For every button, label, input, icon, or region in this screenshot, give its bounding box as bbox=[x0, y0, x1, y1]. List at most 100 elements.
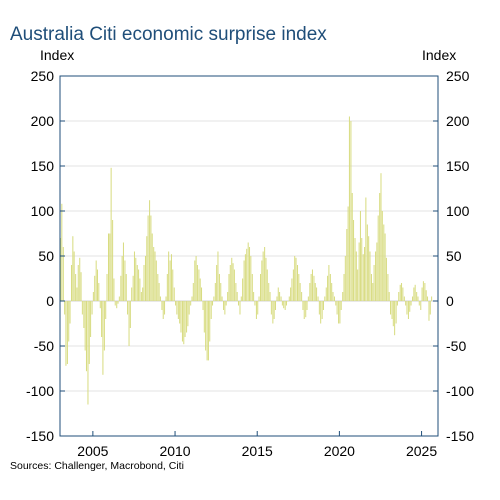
bar bbox=[299, 283, 301, 301]
bar bbox=[388, 292, 390, 301]
bar bbox=[429, 301, 431, 315]
bar bbox=[107, 233, 110, 301]
bar bbox=[166, 274, 168, 301]
bar bbox=[72, 236, 74, 301]
bar bbox=[302, 301, 304, 310]
bar bbox=[77, 265, 79, 301]
bar bbox=[375, 251, 377, 301]
bar bbox=[224, 301, 226, 315]
bar bbox=[340, 301, 342, 310]
bar bbox=[177, 301, 179, 319]
bar bbox=[83, 301, 85, 328]
bar bbox=[132, 275, 134, 301]
bar bbox=[114, 301, 116, 306]
x-tick-label: 2020 bbox=[324, 443, 355, 459]
y-tick-label-right: 50 bbox=[446, 248, 462, 264]
bar bbox=[377, 215, 379, 301]
bar bbox=[265, 257, 267, 301]
bar bbox=[366, 224, 368, 301]
bar bbox=[385, 257, 387, 301]
left-axis-unit: Index bbox=[40, 47, 74, 63]
bar bbox=[361, 238, 363, 301]
bar bbox=[332, 292, 334, 301]
bar bbox=[194, 260, 196, 301]
bar bbox=[242, 278, 244, 301]
bar bbox=[320, 301, 322, 324]
bar bbox=[270, 301, 272, 315]
y-tick-label-right: 0 bbox=[446, 293, 454, 309]
bar bbox=[150, 215, 152, 301]
bar bbox=[169, 260, 171, 301]
bar bbox=[147, 215, 149, 301]
bar bbox=[409, 301, 411, 312]
bar bbox=[158, 283, 160, 301]
bar bbox=[192, 283, 194, 301]
bar bbox=[316, 287, 318, 301]
bar bbox=[353, 220, 355, 301]
bar bbox=[351, 193, 353, 301]
bar bbox=[131, 287, 133, 301]
bar bbox=[396, 301, 398, 306]
bar bbox=[232, 263, 234, 301]
bar bbox=[264, 247, 266, 301]
bar bbox=[311, 269, 313, 301]
bar bbox=[355, 251, 357, 301]
bar bbox=[266, 269, 268, 301]
bar bbox=[344, 256, 346, 301]
bar bbox=[62, 247, 64, 301]
bar bbox=[287, 301, 289, 302]
bar bbox=[155, 260, 157, 301]
bar bbox=[428, 301, 430, 321]
bar bbox=[291, 278, 293, 301]
y-tick-label-left: 250 bbox=[31, 68, 55, 84]
bar bbox=[218, 274, 220, 301]
bar bbox=[295, 257, 297, 301]
bar bbox=[136, 265, 138, 301]
bar bbox=[212, 301, 214, 306]
bar bbox=[71, 265, 73, 301]
bar bbox=[268, 283, 270, 301]
bar bbox=[98, 283, 100, 301]
bar bbox=[331, 283, 333, 301]
bar bbox=[410, 301, 412, 306]
bar bbox=[255, 301, 257, 319]
bar bbox=[183, 301, 185, 345]
bar bbox=[325, 287, 327, 301]
bar bbox=[202, 301, 204, 310]
bar bbox=[179, 301, 181, 324]
bar bbox=[414, 284, 416, 301]
bar bbox=[290, 287, 292, 301]
bar bbox=[313, 275, 315, 301]
bar bbox=[64, 301, 66, 315]
bar bbox=[164, 301, 166, 315]
bar bbox=[249, 247, 251, 301]
bar bbox=[207, 301, 209, 361]
bar bbox=[154, 251, 156, 301]
bar bbox=[199, 278, 201, 301]
bar bbox=[135, 257, 137, 301]
bar bbox=[272, 301, 274, 324]
bar bbox=[317, 296, 319, 301]
y-tick-label-right: 150 bbox=[446, 158, 470, 174]
bar bbox=[128, 301, 130, 346]
bar bbox=[138, 269, 140, 301]
bar bbox=[103, 301, 105, 351]
x-tick-label: 2025 bbox=[406, 443, 437, 459]
bar bbox=[357, 269, 359, 301]
bar bbox=[140, 292, 142, 301]
bar bbox=[88, 301, 90, 364]
bar bbox=[191, 296, 193, 301]
bar bbox=[328, 265, 330, 301]
bar bbox=[92, 292, 94, 301]
bar bbox=[399, 284, 401, 301]
bar bbox=[176, 301, 178, 315]
bar bbox=[221, 296, 223, 301]
bar bbox=[225, 301, 227, 306]
bar bbox=[190, 301, 192, 306]
bar bbox=[127, 301, 129, 315]
bar bbox=[195, 256, 197, 301]
bar bbox=[307, 296, 309, 301]
bar bbox=[75, 274, 77, 301]
bar bbox=[424, 283, 426, 301]
